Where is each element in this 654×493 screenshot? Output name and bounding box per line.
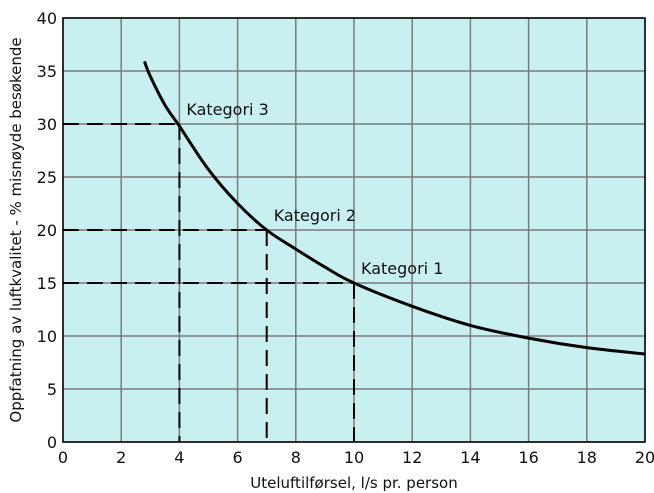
x-tick-label: 2 (116, 448, 126, 467)
y-tick-label: 20 (37, 221, 57, 240)
y-tick-label: 40 (37, 9, 57, 28)
x-tick-labels: 0 2 4 6 8 10 12 14 16 18 20 (58, 448, 654, 467)
plot-border (62, 17, 646, 443)
x-axis-title: Uteluftilførsel, l/s pr. person (250, 474, 457, 492)
x-tick-label: 16 (518, 448, 538, 467)
x-tick-label: 0 (58, 448, 68, 467)
y-tick-label: 5 (47, 380, 57, 399)
y-tick-label: 0 (47, 433, 57, 452)
x-tick-label: 14 (460, 448, 480, 467)
y-tick-label: 15 (37, 274, 57, 293)
x-tick-label: 12 (402, 448, 422, 467)
x-tick-label: 18 (577, 448, 597, 467)
x-tick-label: 6 (233, 448, 243, 467)
x-tick-label: 8 (291, 448, 301, 467)
x-tick-label: 10 (344, 448, 364, 467)
y-tick-label: 30 (37, 115, 57, 134)
x-tick-label: 20 (635, 448, 654, 467)
reference-lines (63, 123, 355, 442)
y-axis-title: Oppfatning av luftkvalitet - % misnøyde … (7, 37, 25, 422)
annotation-label: Kategori 3 (186, 100, 268, 119)
data-curve (143, 60, 646, 356)
x-tick-label: 4 (174, 448, 184, 467)
annotation-label: Kategori 1 (361, 259, 443, 278)
annotation-label: Kategori 2 (274, 206, 356, 225)
y-tick-labels: 0 5 10 15 20 25 30 35 40 (37, 9, 57, 452)
annotations: Kategori 3 Kategori 2 Kategori 1 (186, 100, 443, 278)
y-tick-label: 35 (37, 62, 57, 81)
y-tick-label: 25 (37, 168, 57, 187)
y-tick-label: 10 (37, 327, 57, 346)
